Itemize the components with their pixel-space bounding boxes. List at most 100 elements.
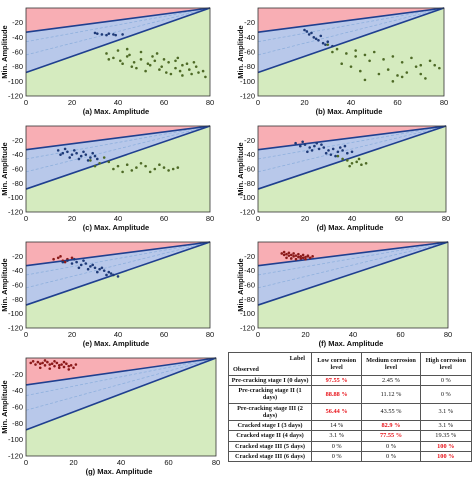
y-tick-label: -60: [12, 281, 23, 290]
row-label: Cracked stage I (3 days): [228, 420, 312, 432]
data-point: [84, 262, 88, 265]
y-tick-label: -60: [12, 403, 23, 412]
data-point: [55, 361, 59, 365]
upper-boundary-line: [257, 241, 449, 267]
data-point: [63, 260, 67, 264]
table-cell: 19.35 %: [419, 430, 473, 442]
data-point: [130, 169, 134, 172]
data-point: [176, 56, 180, 60]
data-point: [29, 361, 33, 365]
data-point: [346, 159, 349, 162]
table-cell: 0 %: [419, 374, 473, 387]
data-point: [364, 161, 368, 165]
data-point: [336, 154, 340, 158]
data-point: [354, 55, 357, 58]
data-point: [96, 157, 99, 161]
data-point: [299, 144, 302, 148]
data-point: [372, 50, 376, 54]
data-point: [419, 72, 423, 76]
data-point: [59, 255, 62, 258]
data-point: [59, 153, 62, 156]
table-cell: 0 %: [310, 440, 363, 452]
table-cell: 43.55 %: [361, 402, 421, 422]
data-point: [178, 69, 182, 73]
data-point: [301, 140, 304, 144]
x-tick-label: 40: [114, 98, 122, 107]
data-point: [192, 60, 196, 64]
x-tick-label: 20: [68, 330, 76, 339]
data-point: [121, 170, 124, 174]
data-point: [280, 252, 284, 255]
table-row: Pre-cracking stage II (1 days) 88.88 % 11.…: [228, 385, 473, 404]
lower-boundary-line: [25, 125, 211, 190]
data-point: [148, 63, 152, 67]
data-point: [297, 252, 300, 256]
x-tick-label: 80: [440, 98, 448, 107]
x-tick-label: 0: [256, 330, 260, 339]
data-point: [34, 363, 37, 366]
y-tick-label: -60: [244, 48, 255, 57]
data-point: [360, 163, 363, 166]
y-axis-label: Min. Amplitude: [236, 25, 245, 78]
data-point: [386, 68, 390, 71]
upper-boundary-line: [25, 357, 217, 386]
classification-table: Label Observed Low corrosion level Mediu…: [228, 352, 473, 463]
y-tick-label: -80: [12, 419, 23, 428]
data-point: [201, 69, 205, 73]
data-point: [100, 266, 104, 270]
data-point: [324, 43, 327, 46]
x-tick-label: 20: [68, 214, 76, 223]
data-point: [56, 149, 60, 152]
data-point: [359, 69, 362, 73]
y-tick-label: -100: [240, 77, 255, 86]
x-tick-label: 40: [348, 214, 356, 223]
data-point: [38, 362, 42, 366]
data-point: [301, 253, 305, 257]
data-point: [357, 157, 361, 161]
data-point: [79, 263, 83, 267]
data-point: [169, 72, 173, 76]
data-point: [93, 31, 97, 35]
table-row: Cracked stage II (4 days) 3.1 % 77.55 % 19.…: [228, 430, 473, 442]
data-point: [144, 69, 147, 73]
data-point: [312, 36, 316, 39]
data-point: [368, 59, 371, 63]
data-point: [414, 65, 418, 68]
table-cell: 3.1 %: [419, 420, 473, 432]
row-label: Pre-cracking stage I (0 days): [228, 374, 312, 387]
data-point: [287, 254, 291, 257]
data-point: [297, 255, 300, 259]
y-axis-label: Min. Amplitude: [0, 258, 9, 311]
data-point: [72, 366, 75, 370]
x-tick-label: 40: [117, 458, 125, 467]
x-axis-label: (d) Max. Amplitude: [317, 223, 384, 232]
y-tick-label: -80: [244, 62, 255, 71]
data-point: [341, 149, 344, 152]
data-point: [322, 146, 326, 149]
y-tick-label: -60: [244, 165, 255, 174]
guide-line: [25, 7, 211, 43]
x-tick-label: 40: [349, 330, 357, 339]
data-point: [77, 157, 81, 161]
data-point: [52, 257, 55, 261]
data-point: [181, 74, 184, 77]
data-point: [112, 33, 115, 36]
table-header-row: Label Observed Low corrosion level Mediu…: [228, 352, 473, 376]
x-tick-label: 20: [68, 98, 76, 107]
data-point: [162, 58, 166, 61]
data-point: [327, 149, 330, 152]
data-point: [329, 153, 333, 156]
table-cell: 3.1 %: [419, 402, 473, 422]
data-point: [160, 65, 163, 68]
row-label: Cracked stage II (4 days): [228, 430, 312, 442]
data-point: [116, 275, 120, 278]
y-tick-label: -100: [8, 309, 23, 318]
guide-line: [25, 241, 211, 276]
data-point: [109, 272, 113, 275]
plot-frame: [257, 241, 449, 329]
data-point: [98, 161, 101, 165]
data-point: [314, 37, 318, 41]
x-tick-label: 80: [206, 330, 214, 339]
x-axis-label: (c) Max. Amplitude: [83, 223, 149, 232]
